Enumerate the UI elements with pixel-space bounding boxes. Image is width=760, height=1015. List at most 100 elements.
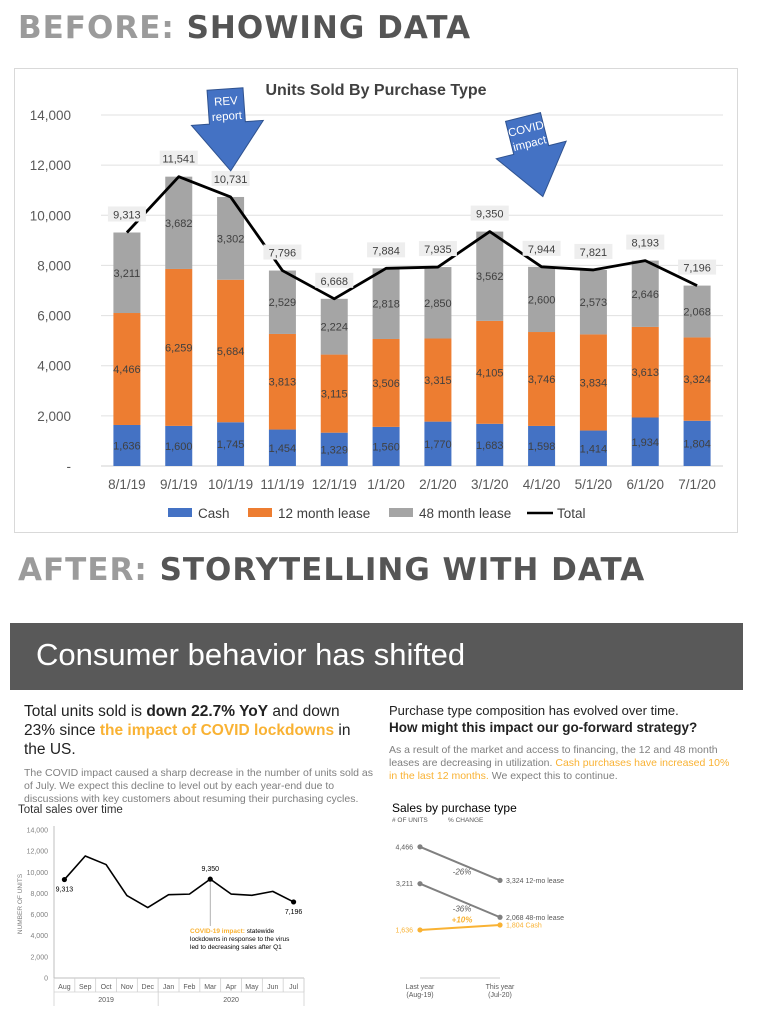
bar-data-label: 4,105 — [476, 367, 504, 379]
left-headline: Total units sold is down 22.7% YoY and d… — [24, 702, 374, 759]
total-data-label: 10,731 — [214, 174, 248, 186]
bar-data-label: 1,804 — [683, 438, 711, 450]
bar-data-label: 3,315 — [424, 375, 452, 387]
bar-data-label: 2,850 — [424, 298, 452, 310]
purchase-type-svg: Sales by purchase type # OF UNITS % CHANGE… — [392, 801, 564, 999]
chart2-y-tick: 12,000 — [27, 849, 49, 856]
chart2-point — [207, 876, 213, 882]
bar-data-label: 1,329 — [320, 444, 348, 456]
chart2-y-tick: 6,000 — [30, 912, 48, 919]
bar-cash — [320, 432, 348, 466]
bar-data-label: 5,684 — [217, 346, 245, 358]
total-label-bg — [211, 170, 250, 186]
chart3-end-label: 3,324 12-mo lease — [506, 878, 564, 885]
bar-48-month-lease — [268, 270, 296, 334]
chart2-y-tick: 14,000 — [27, 828, 49, 835]
bar-data-label: 1,770 — [424, 439, 452, 451]
total-data-label: 7,944 — [528, 244, 556, 256]
total-label-bg — [678, 259, 717, 275]
bar-data-label: 2,646 — [631, 289, 659, 301]
left-headline-pre: Total units sold is — [24, 703, 147, 720]
bar-48-month-lease — [579, 269, 607, 335]
total-data-label: 7,821 — [580, 247, 608, 259]
total-data-label: 6,668 — [320, 276, 348, 288]
bar-48-month-lease — [683, 285, 711, 338]
y-tick-label: 2,000 — [37, 409, 71, 424]
bar-data-label: 4,466 — [113, 364, 141, 376]
bar-12-month-lease — [372, 338, 400, 427]
chart2-title: Total sales over time — [18, 804, 123, 816]
bar-data-label: 3,834 — [580, 377, 608, 389]
chart2-annotation-line2: lockdowns in response to the virus — [190, 936, 290, 943]
x-tick-label: 12/1/19 — [312, 477, 357, 492]
chart2-point — [61, 876, 68, 883]
x-tick-label: 9/1/19 — [160, 477, 198, 492]
after-prefix: AFTER: — [18, 552, 148, 588]
chart3-end-label: 1,804 Cash — [506, 923, 542, 930]
chart3-start-label: 1,636 — [395, 927, 413, 934]
x-tick-label: 1/1/20 — [367, 477, 405, 492]
chart3-start-point — [417, 927, 423, 933]
y-tick-label: 14,000 — [30, 108, 71, 123]
units-sold-chart: Units Sold By Purchase Type - 2,000 4,000 6,… — [14, 68, 738, 533]
chart2-x-tick: Mar — [204, 984, 217, 991]
chart2-point-label: 9,313 — [56, 887, 74, 894]
chart3-start-point — [417, 881, 423, 887]
banner: Consumer behavior has shifted — [10, 623, 743, 690]
after-label: STORYTELLING WITH DATA — [159, 552, 646, 588]
right-column: Purchase type composition has evolved ov… — [389, 702, 734, 783]
bar-data-label: 3,813 — [269, 377, 297, 389]
left-headline-bold: down 22.7% YoY — [146, 703, 269, 720]
chart2-total-line — [63, 855, 294, 909]
total-label-bg — [367, 242, 406, 258]
total-label-bg — [574, 243, 613, 259]
total-data-label: 7,196 — [683, 263, 711, 275]
chart3-col-units: # OF UNITS — [392, 817, 428, 824]
x-tick-label: 11/1/19 — [260, 477, 304, 492]
bar-cash — [372, 426, 400, 466]
total-label-bg — [263, 244, 302, 260]
chart2-x-tick: Dec — [142, 984, 155, 991]
y-tick-label: 12,000 — [30, 158, 71, 173]
total-label-bg — [522, 240, 561, 256]
chart3-slope-2 — [419, 924, 501, 931]
bar-48-month-lease — [476, 231, 504, 321]
chart3-change-label: +10% — [452, 915, 473, 924]
bar-data-label: 2,818 — [372, 299, 400, 311]
bar-12-month-lease — [579, 334, 607, 431]
chart3-slope-1 — [419, 882, 501, 919]
chart3-x-sublabel: (Jul-20) — [488, 992, 512, 999]
chart2-x-tick: Oct — [101, 984, 112, 991]
total-label-bg — [107, 206, 146, 222]
x-tick-label: 10/1/19 — [208, 477, 253, 492]
legend-label: Total — [557, 506, 586, 521]
chart2-x-tick: Jun — [267, 984, 278, 991]
chart1-title: Units Sold By Purchase Type — [265, 82, 486, 99]
right-body-post: We expect this to continue. — [488, 770, 618, 782]
after-title: AFTER: STORYTELLING WITH DATA — [18, 552, 645, 588]
bar-12-month-lease — [320, 354, 348, 433]
total-data-label: 7,796 — [269, 248, 297, 260]
total-label-bg — [626, 234, 665, 250]
chart2-annotation-line1: COVID-19 impact: statewide — [190, 928, 275, 935]
chart2-point-label: 9,350 — [201, 866, 219, 873]
right-question: How might this impact our go-forward str… — [389, 720, 698, 735]
bar-cash — [631, 417, 659, 466]
bar-12-month-lease — [424, 338, 452, 422]
legend-label: Cash — [198, 506, 230, 521]
chart2-x-tick: Sep — [79, 984, 92, 991]
chart3-start-label: 3,211 — [396, 881, 413, 888]
total-data-label: 9,350 — [476, 209, 504, 221]
right-body-highlight: Cash purchases have increased 10% in the… — [389, 757, 730, 782]
x-tick-label: 3/1/20 — [471, 477, 509, 492]
chart2-y-tick: 8,000 — [30, 891, 48, 898]
chart2-ylabel: NUMBER OF UNITS — [17, 873, 24, 934]
chart2-x-tick: Apr — [226, 984, 238, 991]
chart3-x-label: Last year — [406, 984, 435, 991]
chart2-year-label: 2020 — [223, 997, 239, 1004]
x-tick-label: 2/1/20 — [419, 477, 457, 492]
chart2-x-tick: Aug — [58, 984, 71, 991]
bar-data-label: 2,068 — [683, 307, 711, 319]
legend-swatch — [248, 508, 272, 517]
bar-data-label: 1,636 — [113, 440, 141, 452]
